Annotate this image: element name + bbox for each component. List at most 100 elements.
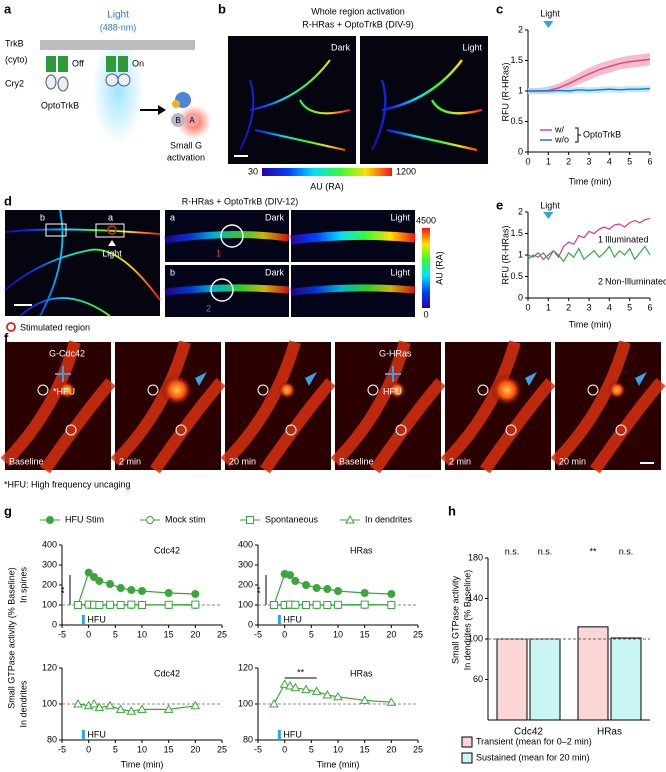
marker bbox=[84, 568, 93, 577]
cry2 bbox=[45, 74, 57, 90]
y-tick-label: 1 bbox=[518, 249, 523, 259]
marker bbox=[163, 704, 174, 713]
cry2 bbox=[105, 73, 119, 87]
marker bbox=[323, 601, 332, 609]
dendrite bbox=[330, 340, 446, 474]
x-tick-label: -5 bbox=[58, 744, 66, 754]
dark: Dark bbox=[265, 267, 285, 277]
sig-label: ** bbox=[255, 586, 265, 594]
y-tick-label: 80 bbox=[47, 734, 57, 744]
effect: Small G bbox=[170, 140, 202, 150]
cry2 bbox=[117, 73, 131, 87]
line bbox=[528, 87, 651, 92]
image-label: Baseline bbox=[9, 456, 44, 466]
x-tick-label: 0 bbox=[525, 156, 530, 166]
series-id: 2 bbox=[598, 276, 603, 286]
x-tick-label: 15 bbox=[164, 629, 174, 639]
series-name: Non-Illuminated bbox=[605, 276, 666, 286]
image bbox=[228, 36, 356, 164]
effector bbox=[172, 100, 180, 108]
light: Light bbox=[390, 267, 410, 277]
num: 2 bbox=[206, 303, 211, 313]
x-tick-label: 25 bbox=[413, 629, 423, 639]
legend-label: Sustained (mean for 20 min) bbox=[476, 752, 590, 762]
stim-marker bbox=[108, 240, 116, 246]
x-tick-label: 0 bbox=[86, 744, 91, 754]
light-marker bbox=[543, 212, 554, 219]
roi bbox=[95, 223, 125, 238]
footnote: *HFU: High frequency uncaging bbox=[4, 479, 131, 489]
annotation: n.s. bbox=[619, 546, 634, 556]
stim-circle bbox=[107, 225, 117, 235]
roi bbox=[147, 384, 159, 396]
y-tick-label: 0.5 bbox=[510, 271, 523, 281]
roi bbox=[45, 223, 67, 237]
inset-label: a bbox=[170, 212, 175, 222]
plot-title: HRas bbox=[350, 668, 373, 678]
panel-label: e bbox=[496, 197, 503, 212]
marker bbox=[73, 698, 83, 708]
light: Light bbox=[462, 42, 482, 52]
image-label: 2 min bbox=[119, 456, 141, 466]
marker bbox=[301, 684, 311, 694]
marker bbox=[387, 601, 396, 609]
panel-f: f *HFU: High frequency uncaging Baseline… bbox=[0, 330, 666, 489]
x-tick-label: 2 bbox=[566, 156, 571, 166]
colorbar-max: 4500 bbox=[416, 215, 436, 225]
effect: activation bbox=[167, 152, 205, 162]
marker bbox=[302, 581, 310, 589]
spine bbox=[491, 374, 523, 406]
marker bbox=[137, 704, 147, 713]
y-tick-label: 1.5 bbox=[510, 55, 523, 65]
gtpase bbox=[185, 113, 199, 127]
hfu-bar bbox=[277, 615, 281, 624]
x-tick-label: 5 bbox=[627, 302, 632, 312]
plot-title: Cdc42 bbox=[154, 668, 180, 678]
y-axis-label: Small GTPase activity bbox=[450, 575, 460, 664]
membrane bbox=[40, 40, 195, 50]
colorbar-label: AU (RA) bbox=[434, 251, 444, 285]
plot-title: Cdc42 bbox=[154, 545, 180, 555]
hfu-label: HFU bbox=[283, 614, 302, 624]
legend-label: HFU Stim bbox=[65, 514, 104, 524]
marker bbox=[116, 584, 125, 592]
y-tick-label: 120 bbox=[42, 662, 57, 672]
y-tick-label: 0.5 bbox=[510, 116, 523, 126]
receptor bbox=[106, 56, 116, 72]
line bbox=[527, 245, 651, 263]
x-tick-label: 5 bbox=[309, 629, 314, 639]
colorbar-max: 1200 bbox=[396, 166, 416, 176]
legend-label: In dendrites bbox=[365, 514, 413, 524]
roi bbox=[37, 384, 49, 396]
marker bbox=[360, 600, 369, 609]
marker bbox=[106, 580, 114, 588]
x-tick-label: 5 bbox=[309, 744, 314, 754]
roi bbox=[587, 384, 599, 396]
x-tick-label: 20 bbox=[190, 744, 200, 754]
x-tick-label: 5 bbox=[627, 156, 632, 166]
bar bbox=[496, 638, 528, 721]
x-axis-label: Time (min) bbox=[569, 319, 612, 329]
cyto: (cyto) bbox=[5, 54, 28, 64]
dendrite bbox=[110, 340, 226, 474]
marker bbox=[334, 587, 342, 595]
x-tick-label: 0 bbox=[86, 629, 91, 639]
cry2-label: Cry2 bbox=[5, 78, 24, 88]
dendrite bbox=[290, 284, 416, 296]
x-tick-label: 10 bbox=[333, 629, 343, 639]
y-tick-label: 60 bbox=[473, 674, 483, 684]
y-tick-label: 300 bbox=[238, 559, 253, 569]
marker bbox=[359, 695, 370, 704]
x-tick-label: Cdc42 bbox=[514, 727, 543, 738]
marker bbox=[360, 589, 369, 597]
y-tick-label: 140 bbox=[468, 593, 483, 603]
sig-label: ** bbox=[297, 667, 305, 677]
roi bbox=[477, 384, 489, 396]
marker bbox=[127, 600, 136, 609]
x-tick-label: 25 bbox=[413, 744, 423, 754]
light: Light bbox=[390, 212, 410, 222]
dendrite bbox=[0, 340, 116, 474]
y-tick-label: 100 bbox=[238, 698, 253, 708]
y-tick-label: 100 bbox=[238, 599, 253, 609]
light-beam bbox=[92, 35, 144, 145]
